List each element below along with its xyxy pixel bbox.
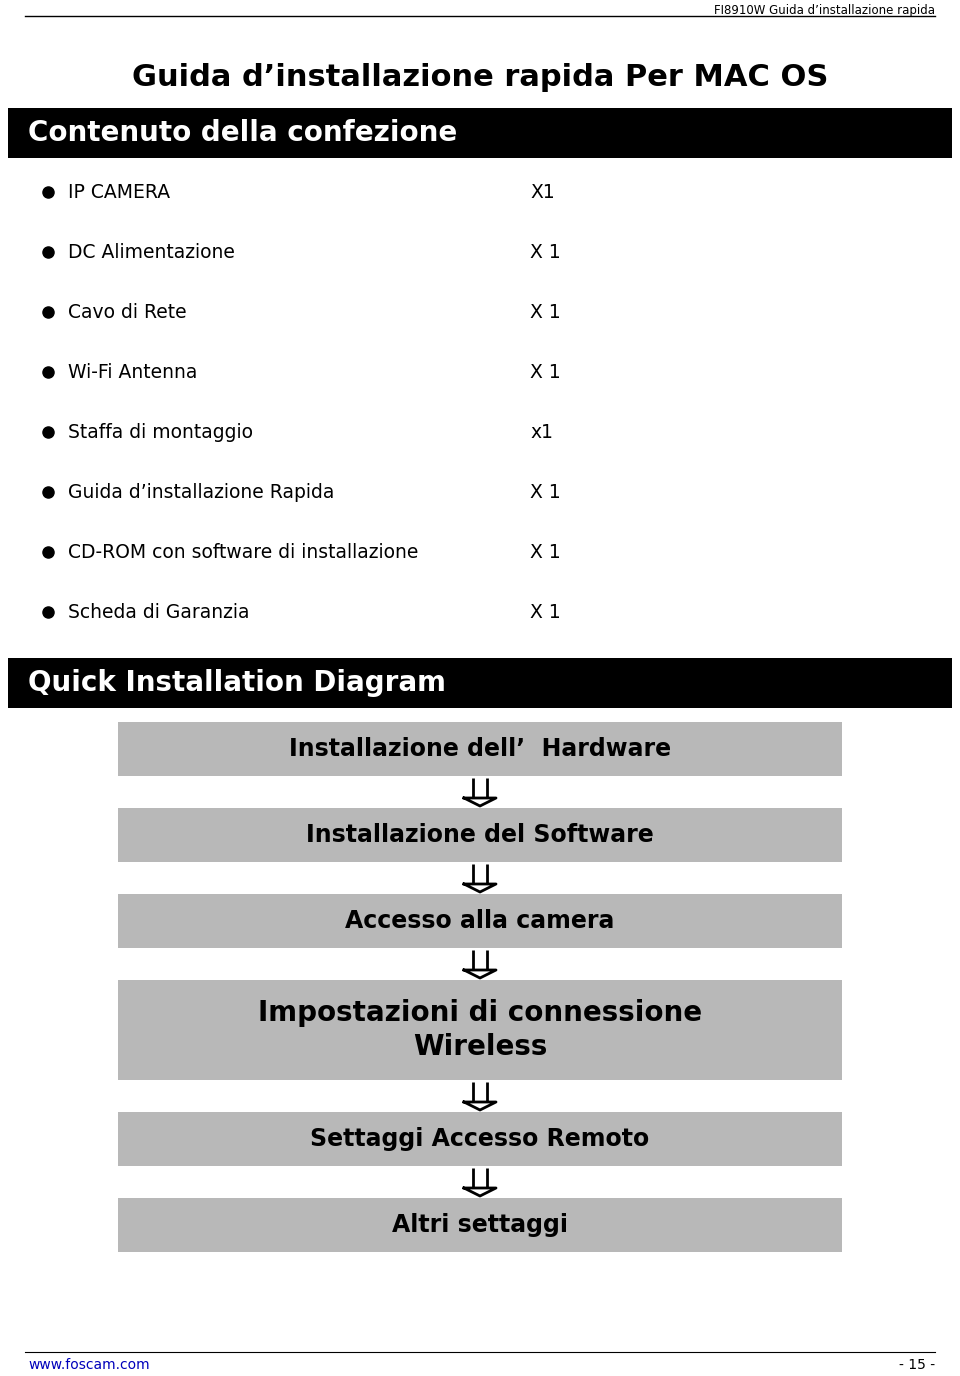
Text: X1: X1	[530, 183, 555, 201]
Text: Contenuto della confezione: Contenuto della confezione	[28, 118, 457, 147]
Text: X 1: X 1	[530, 483, 561, 501]
Text: X 1: X 1	[530, 303, 561, 322]
Text: DC Alimentazione: DC Alimentazione	[68, 242, 235, 261]
Text: Wi-Fi Antenna: Wi-Fi Antenna	[68, 362, 198, 381]
Text: IP CAMERA: IP CAMERA	[68, 183, 170, 201]
Text: X 1: X 1	[530, 542, 561, 561]
Bar	[118, 980, 842, 1080]
Text: Guida d’installazione rapida Per MAC OS: Guida d’installazione rapida Per MAC OS	[132, 63, 828, 92]
Text: www.foscam.com: www.foscam.com	[28, 1358, 150, 1372]
Text: CD-ROM con software di installazione: CD-ROM con software di installazione	[68, 542, 419, 561]
Text: FI8910W Guida d’installazione rapida: FI8910W Guida d’installazione rapida	[714, 4, 935, 17]
Text: x1: x1	[530, 422, 553, 442]
Text: Cavo di Rete: Cavo di Rete	[68, 303, 186, 322]
Bar	[118, 808, 842, 861]
Bar	[118, 894, 842, 948]
Text: Scheda di Garanzia: Scheda di Garanzia	[68, 603, 250, 622]
Bar	[118, 722, 842, 776]
Text: X 1: X 1	[530, 242, 561, 261]
Bar	[8, 658, 952, 709]
Text: Settaggi Accesso Remoto: Settaggi Accesso Remoto	[310, 1127, 650, 1150]
Text: X 1: X 1	[530, 603, 561, 622]
Text: Altri settaggi: Altri settaggi	[392, 1214, 568, 1237]
Text: Accesso alla camera: Accesso alla camera	[346, 910, 614, 933]
Bar	[8, 107, 952, 158]
Text: Quick Installation Diagram: Quick Installation Diagram	[28, 669, 446, 698]
Polygon shape	[464, 1102, 496, 1110]
Polygon shape	[464, 798, 496, 806]
Text: Installazione dell’  Hardware: Installazione dell’ Hardware	[289, 738, 671, 761]
Text: X 1: X 1	[530, 362, 561, 381]
Text: Impostazioni di connessione
Wireless: Impostazioni di connessione Wireless	[258, 999, 702, 1061]
Polygon shape	[464, 970, 496, 978]
Bar	[118, 1198, 842, 1252]
Polygon shape	[464, 883, 496, 892]
Polygon shape	[464, 1187, 496, 1196]
Text: - 15 -: - 15 -	[899, 1358, 935, 1372]
Text: Installazione del Software: Installazione del Software	[306, 823, 654, 848]
Text: Staffa di montaggio: Staffa di montaggio	[68, 422, 253, 442]
Text: Guida d’installazione Rapida: Guida d’installazione Rapida	[68, 483, 334, 501]
Bar	[118, 1112, 842, 1165]
